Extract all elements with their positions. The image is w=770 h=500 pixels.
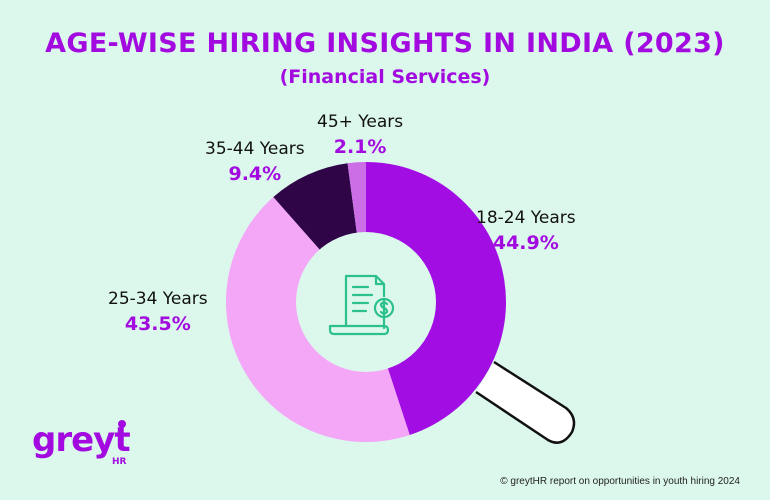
label-35-44: 35-44 Years 9.4% [205, 139, 305, 185]
label-25-34: 25-34 Years 43.5% [108, 289, 208, 335]
label-25-34-name: 25-34 Years [108, 289, 208, 309]
source-footnote: © greytHR report on opportunities in you… [500, 476, 740, 487]
label-18-24-name: 18-24 Years [476, 208, 576, 228]
chart-title: AGE-WISE HIRING INSIGHTS IN INDIA (2023) [45, 28, 725, 59]
brand-logo: greyt [32, 420, 131, 460]
label-25-34-value: 43.5% [124, 313, 191, 335]
label-35-44-name: 35-44 Years [205, 139, 305, 159]
label-35-44-value: 9.4% [228, 163, 282, 185]
chart-subtitle: (Financial Services) [279, 66, 491, 88]
label-45-plus-name: 45+ Years [317, 112, 404, 132]
label-45-plus-value: 2.1% [333, 136, 387, 158]
label-45-plus: 45+ Years 2.1% [317, 112, 403, 158]
slice-18-24-years [366, 162, 507, 435]
label-18-24-value: 44.9% [492, 232, 559, 254]
logo-dot [118, 420, 126, 428]
bill-document-icon [328, 274, 395, 336]
brand-logo-sub: HR [112, 457, 127, 467]
magnifier-handle [475, 360, 576, 444]
label-18-24: 18-24 Years 44.9% [476, 208, 576, 254]
